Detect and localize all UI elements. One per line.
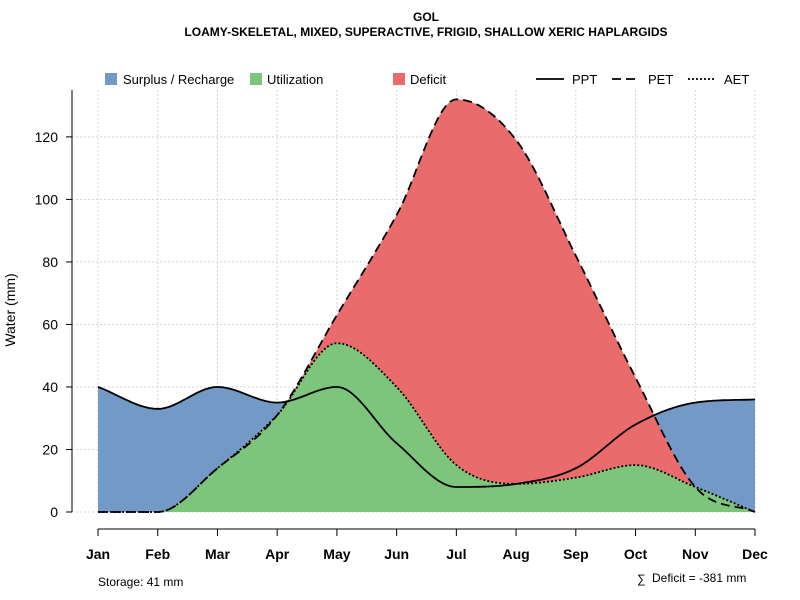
x-tick-label: Jun [384, 546, 409, 562]
x-tick-label: Jan [86, 546, 110, 562]
y-tick-label: 80 [42, 254, 58, 270]
axes: 0 20 40 60 80 100 120 Jan Feb Mar Apr May Jun Jul Aug S… [35, 90, 768, 562]
legend-swatch-deficit [393, 73, 405, 85]
legend-label-aet: AET [724, 72, 749, 87]
deficit-area [98, 99, 755, 513]
legend-swatch-surplus-recharge [105, 73, 117, 85]
ppt-line [97, 386, 755, 488]
legend-label-ppt: PPT [572, 72, 597, 87]
legend: Surplus / Recharge Utilization Deficit PPT P… [105, 72, 749, 87]
legend-label-deficit: Deficit [410, 72, 447, 87]
x-tick-label: Apr [265, 546, 290, 562]
y-tick-label: 0 [50, 504, 58, 520]
x-tick-label: May [323, 546, 350, 562]
water-balance-areas [98, 99, 755, 513]
legend-swatch-utilization [250, 73, 262, 85]
x-tick-label: Aug [502, 546, 529, 562]
y-tick-label: 60 [42, 316, 58, 332]
y-tick-label: 40 [42, 379, 58, 395]
legend-label-pet: PET [648, 72, 673, 87]
x-tick-label: Dec [742, 546, 768, 562]
x-tick-label: Feb [145, 546, 170, 562]
y-tick-label: 120 [35, 129, 59, 145]
chart-subtitle: LOAMY-SKELETAL, MIXED, SUPERACTIVE, FRIG… [184, 25, 667, 39]
x-tick-label: Sep [563, 546, 589, 562]
y-axis-label: Water (mm) [2, 273, 18, 346]
deficit-note: Deficit = -381 mm [652, 571, 746, 585]
y-tick-label: 100 [35, 191, 59, 207]
x-tick-label: Oct [624, 546, 648, 562]
aet-line [98, 342, 756, 513]
legend-label-utilization: Utilization [267, 72, 323, 87]
pet-line [98, 98, 756, 513]
x-tick-label: Mar [205, 546, 230, 562]
chart-title: GOL [413, 10, 439, 24]
storage-note: Storage: 41 mm [98, 575, 183, 589]
series-lines [97, 98, 756, 513]
x-tick-label: Nov [682, 546, 709, 562]
x-tick-label: Jul [446, 546, 466, 562]
y-tick-label: 20 [42, 441, 58, 457]
sum-icon: ∑ [637, 572, 646, 586]
legend-label-surplus-recharge: Surplus / Recharge [123, 72, 234, 87]
